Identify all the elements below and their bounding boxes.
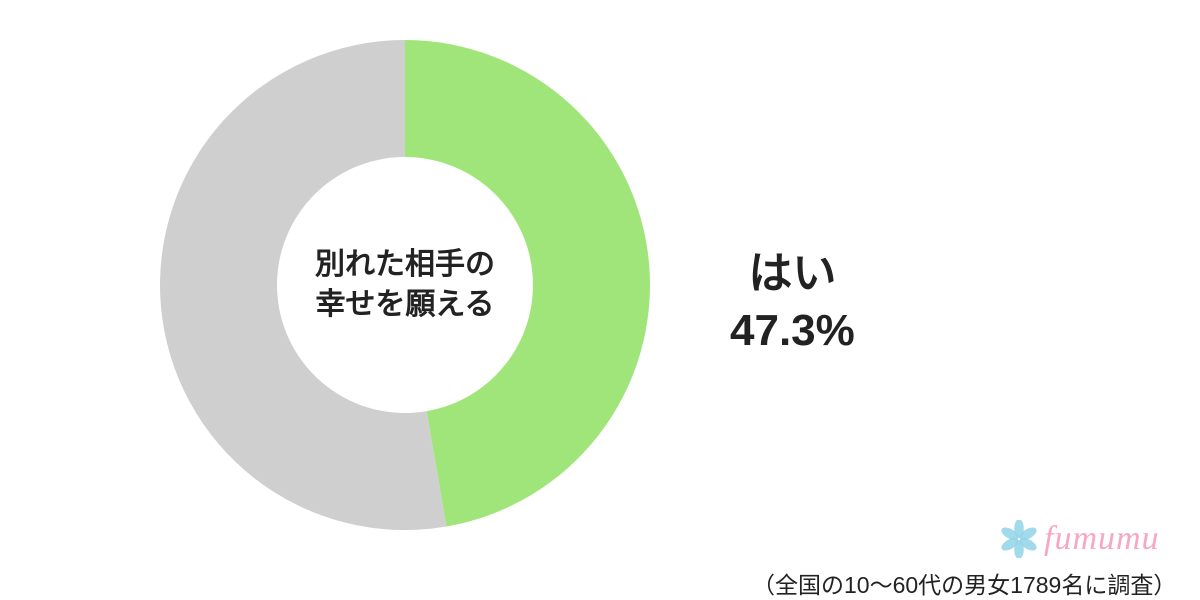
flower-icon <box>1000 520 1038 558</box>
center-label-line1: 別れた相手の <box>315 248 495 281</box>
chart-center-label: 別れた相手の 幸せを願える <box>295 245 515 326</box>
yes-slice-label: はい 47.3% <box>730 245 855 359</box>
slice-label-line2: 47.3% <box>730 306 855 355</box>
brand-text: fumumu <box>1044 520 1160 558</box>
center-label-line2: 幸せを願える <box>315 288 494 321</box>
brand-logo: fumumu <box>1000 520 1160 558</box>
survey-note: （全国の10〜60代の男女1789名に調査） <box>752 566 1176 600</box>
slice-label-line1: はい <box>748 249 836 298</box>
